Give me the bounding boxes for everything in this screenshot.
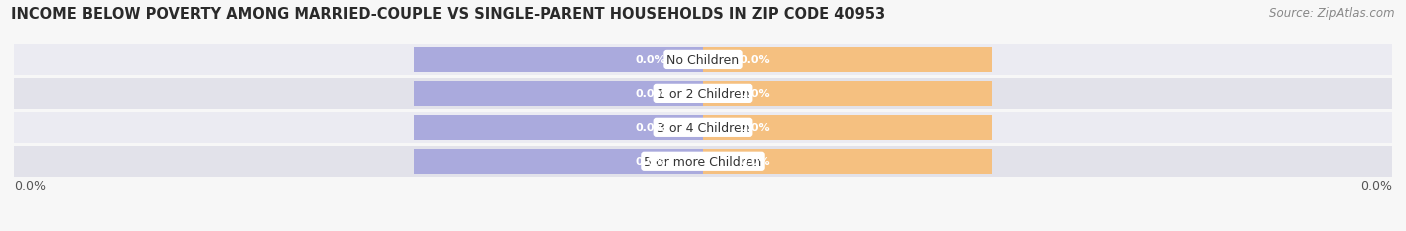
Text: INCOME BELOW POVERTY AMONG MARRIED-COUPLE VS SINGLE-PARENT HOUSEHOLDS IN ZIP COD: INCOME BELOW POVERTY AMONG MARRIED-COUPL… bbox=[11, 7, 886, 22]
Text: 0.0%: 0.0% bbox=[636, 157, 666, 167]
Text: 0.0%: 0.0% bbox=[14, 179, 46, 192]
Bar bbox=[703, 48, 993, 72]
Text: 0.0%: 0.0% bbox=[636, 123, 666, 133]
Text: 5 or more Children: 5 or more Children bbox=[644, 155, 762, 168]
Text: 0.0%: 0.0% bbox=[740, 157, 770, 167]
Text: 0.0%: 0.0% bbox=[740, 89, 770, 99]
Text: No Children: No Children bbox=[666, 54, 740, 67]
Bar bbox=[14, 146, 1392, 177]
Bar bbox=[14, 79, 1392, 109]
Text: 0.0%: 0.0% bbox=[1360, 179, 1392, 192]
Text: 0.0%: 0.0% bbox=[740, 123, 770, 133]
Bar bbox=[413, 116, 703, 140]
Text: 1 or 2 Children: 1 or 2 Children bbox=[657, 88, 749, 100]
Text: 0.0%: 0.0% bbox=[636, 55, 666, 65]
Text: Source: ZipAtlas.com: Source: ZipAtlas.com bbox=[1270, 7, 1395, 20]
Bar bbox=[413, 149, 703, 174]
Bar bbox=[413, 82, 703, 106]
Bar bbox=[703, 149, 993, 174]
Bar bbox=[14, 45, 1392, 75]
Text: 3 or 4 Children: 3 or 4 Children bbox=[657, 121, 749, 134]
Bar bbox=[703, 82, 993, 106]
Bar bbox=[413, 48, 703, 72]
Text: 0.0%: 0.0% bbox=[636, 89, 666, 99]
Text: 0.0%: 0.0% bbox=[740, 55, 770, 65]
Bar bbox=[703, 116, 993, 140]
Bar bbox=[14, 112, 1392, 143]
